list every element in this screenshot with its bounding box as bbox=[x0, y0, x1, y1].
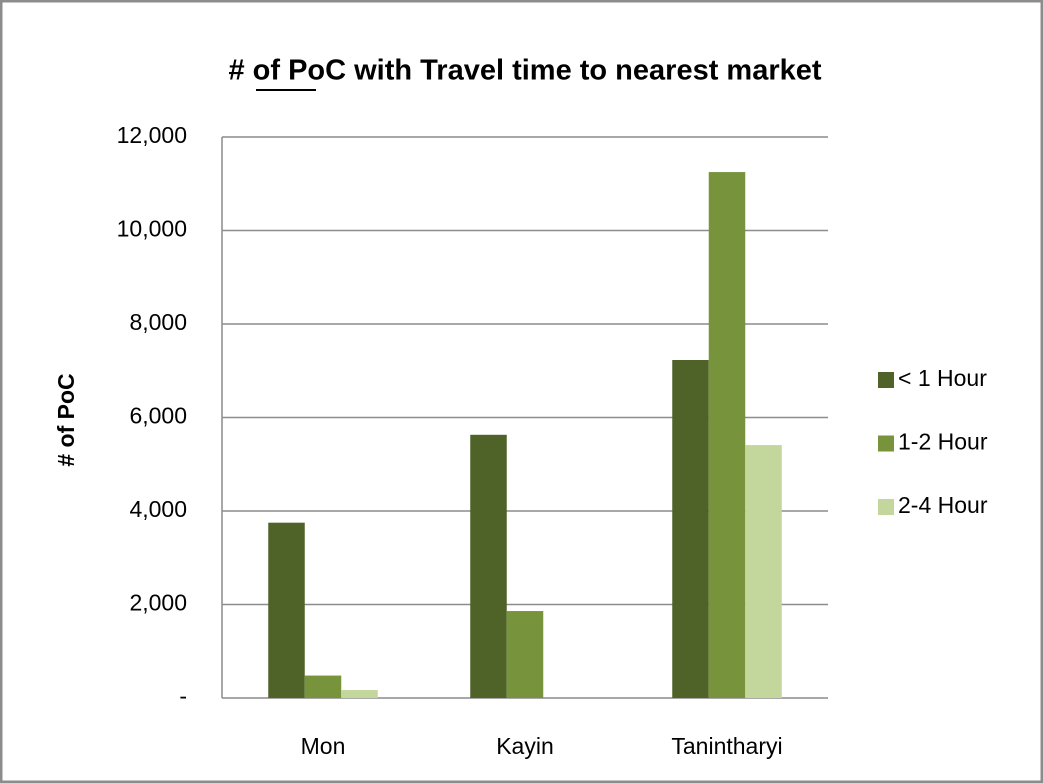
legend-swatch bbox=[878, 372, 894, 388]
bar bbox=[672, 359, 709, 698]
legend-label: 1-2 Hour bbox=[898, 429, 988, 455]
y-axis-label: # of PoC bbox=[53, 373, 79, 466]
y-tick-label: 4,000 bbox=[129, 496, 187, 522]
y-tick-label: 6,000 bbox=[129, 403, 187, 429]
legend-label: 2-4 Hour bbox=[898, 492, 988, 518]
x-tick-label: Tanintharyi bbox=[671, 733, 782, 759]
x-tick-label: Kayin bbox=[496, 733, 554, 759]
bar bbox=[268, 522, 305, 698]
bar bbox=[341, 690, 378, 698]
y-tick-label: 2,000 bbox=[129, 590, 187, 616]
bar bbox=[304, 675, 342, 698]
bar bbox=[708, 172, 746, 698]
x-tick-label: Mon bbox=[301, 733, 346, 759]
y-tick-label: 8,000 bbox=[129, 309, 187, 335]
y-tick-label: - bbox=[179, 683, 187, 709]
legend-swatch bbox=[878, 499, 894, 515]
legend-label: < 1 Hour bbox=[898, 365, 987, 391]
bar bbox=[470, 434, 507, 698]
y-tick-label: 12,000 bbox=[117, 122, 187, 148]
y-tick-label: 10,000 bbox=[117, 216, 187, 242]
legend-swatch bbox=[878, 435, 894, 452]
chart-title: # of PoC with Travel time to nearest mar… bbox=[228, 55, 821, 87]
bar bbox=[745, 445, 782, 698]
bar bbox=[506, 611, 544, 698]
